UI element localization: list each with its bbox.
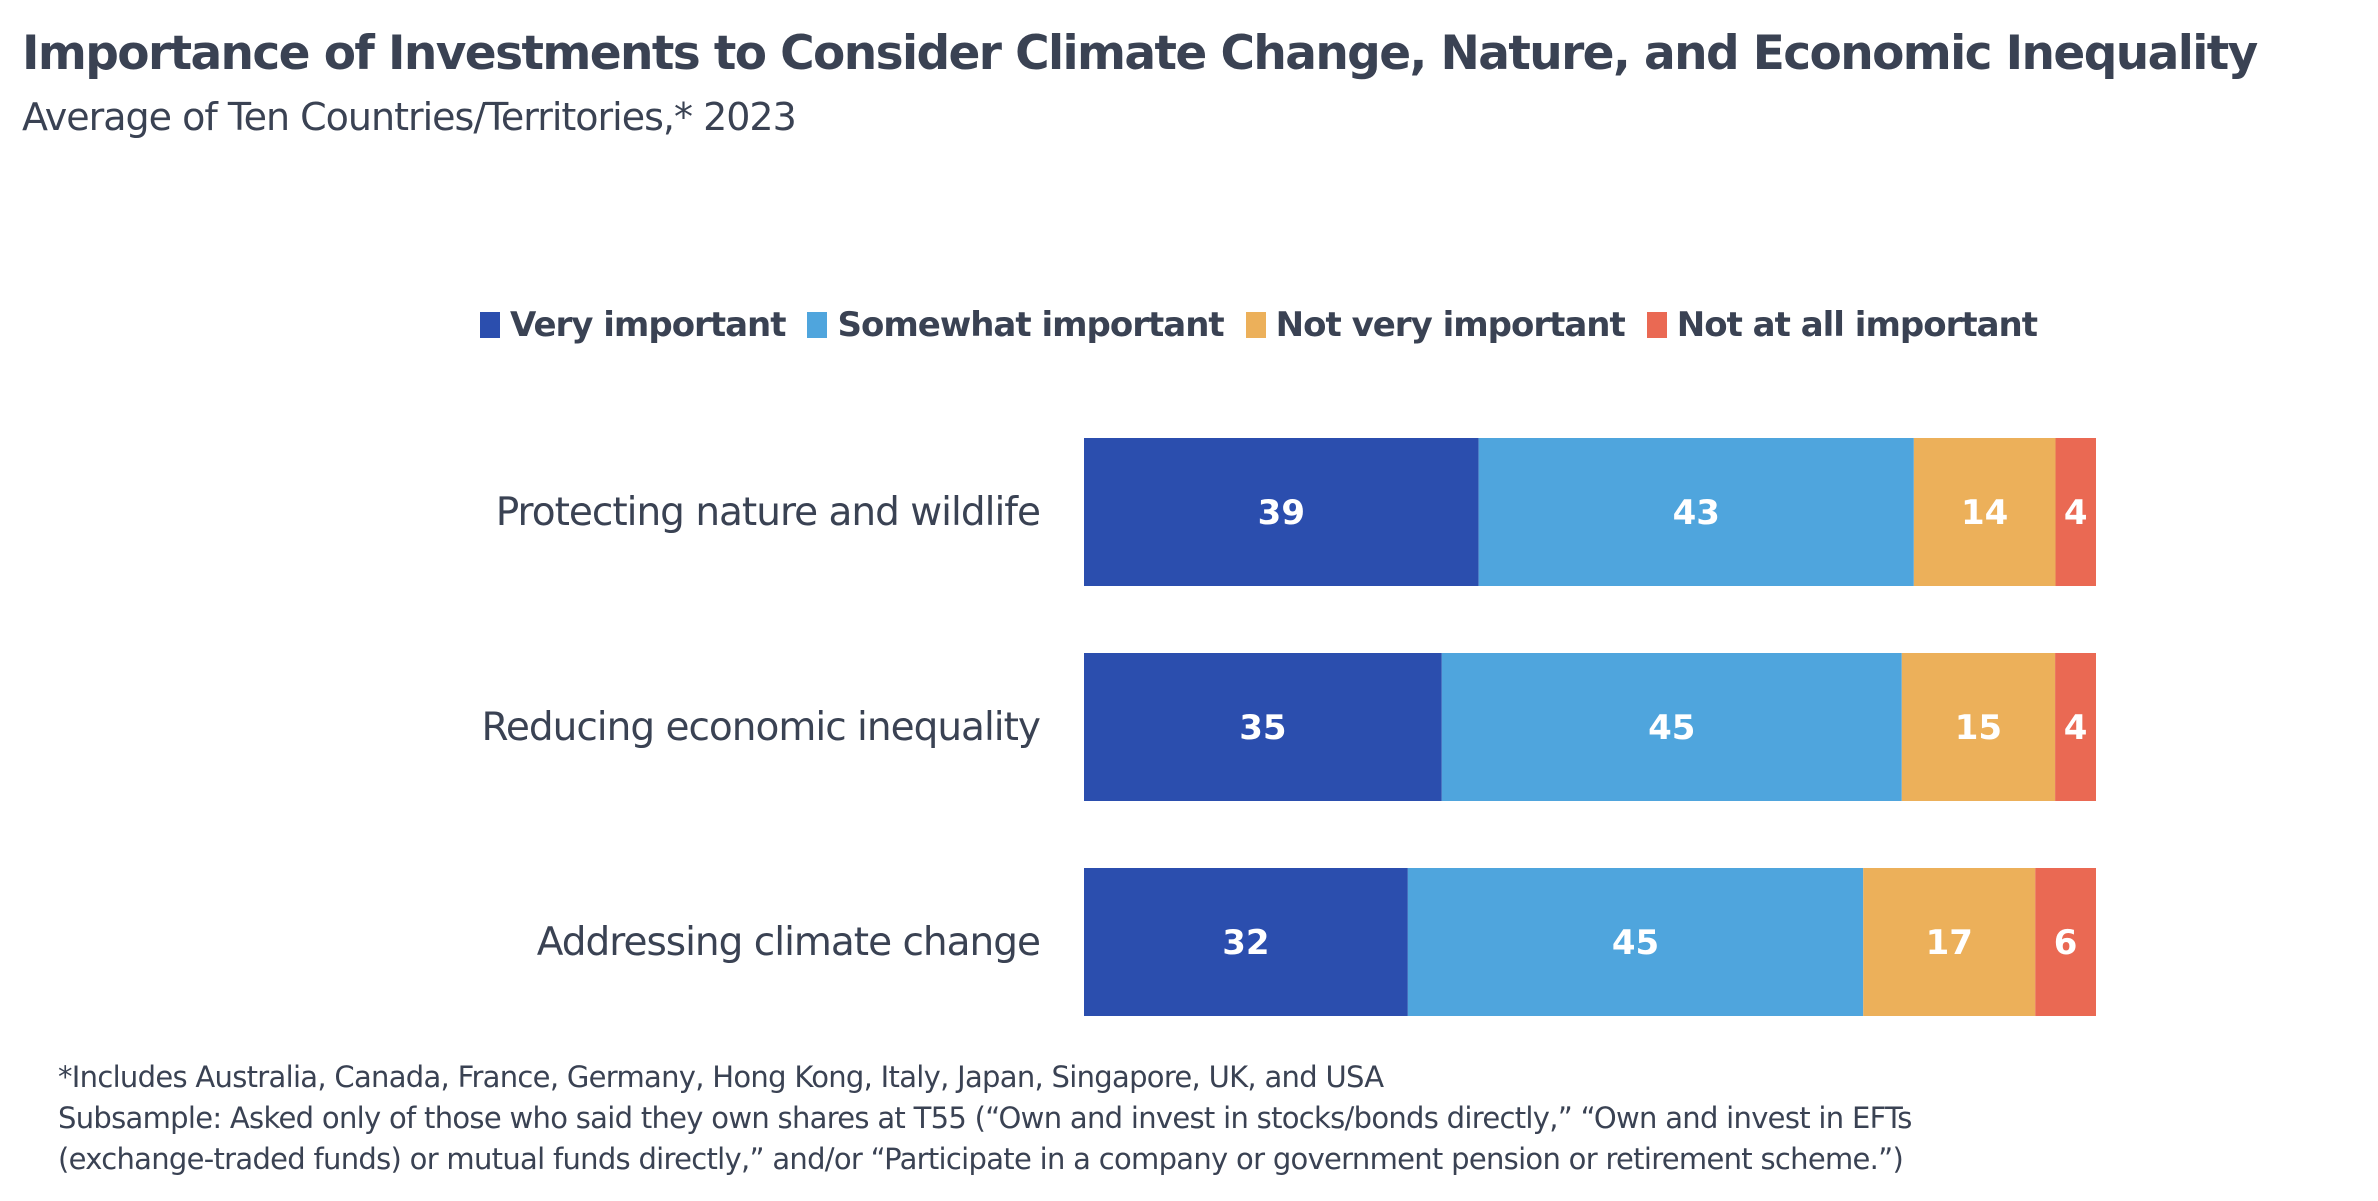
bar-segment [1441, 653, 1902, 801]
legend-swatch [1646, 312, 1667, 338]
chart-subtitle: Average of Ten Countries/Territories,* 2… [22, 95, 797, 139]
footnote-subsample-cont: (exchange-traded funds) or mutual funds … [58, 1142, 1904, 1176]
legend-label: Not very important [1275, 305, 1626, 345]
legend-item-not-very-important: Not very important [1245, 305, 1626, 345]
data-label: 39 [1258, 493, 1305, 533]
chart-title: Importance of Investments to Consider Cl… [22, 26, 2258, 81]
data-label: 4 [2064, 493, 2088, 533]
bar-segment [1084, 438, 1479, 586]
bar-segment [1863, 868, 2036, 1016]
bar-segment [1901, 653, 2056, 801]
footnote-countries: *Includes Australia, Canada, France, Ger… [58, 1060, 1384, 1094]
bar-segment [1407, 868, 1864, 1016]
legend-swatch [480, 312, 500, 338]
bar-segment [2055, 653, 2096, 801]
data-label: 45 [1612, 923, 1659, 963]
footnote-subsample: Subsample: Asked only of those who said … [58, 1101, 1912, 1135]
bar-segment [1913, 438, 2056, 586]
bar-segment [1084, 653, 1442, 801]
data-label: 35 [1239, 708, 1286, 748]
data-label: 32 [1222, 923, 1269, 963]
bar-segment [2055, 438, 2096, 586]
legend: Very important Somewhat important Not ve… [480, 305, 2038, 345]
data-label: 15 [1955, 708, 2002, 748]
data-label: 43 [1673, 493, 1720, 533]
legend-label: Somewhat important [837, 305, 1224, 345]
legend-swatch [807, 312, 828, 338]
legend-item-somewhat-important: Somewhat important [807, 305, 1225, 345]
legend-label: Very important [510, 305, 786, 345]
data-label: 45 [1648, 708, 1695, 748]
data-label: 14 [1961, 493, 2008, 533]
data-label: 6 [2054, 923, 2078, 963]
data-label: 17 [1926, 923, 1973, 963]
bar-segment [1478, 438, 1914, 586]
category-label: Addressing climate change [537, 920, 1040, 965]
legend-item-very-important: Very important [480, 305, 786, 345]
data-label: 4 [2064, 708, 2088, 748]
category-label: Reducing economic inequality [482, 705, 1040, 750]
category-label: Protecting nature and wildlife [496, 490, 1040, 535]
legend-swatch [1245, 312, 1266, 338]
bar-segment [1084, 868, 1408, 1016]
legend-item-not-at-all-important: Not at all important [1646, 305, 2038, 345]
legend-label: Not at all important [1676, 305, 2038, 345]
bar-segment [2035, 868, 2096, 1016]
